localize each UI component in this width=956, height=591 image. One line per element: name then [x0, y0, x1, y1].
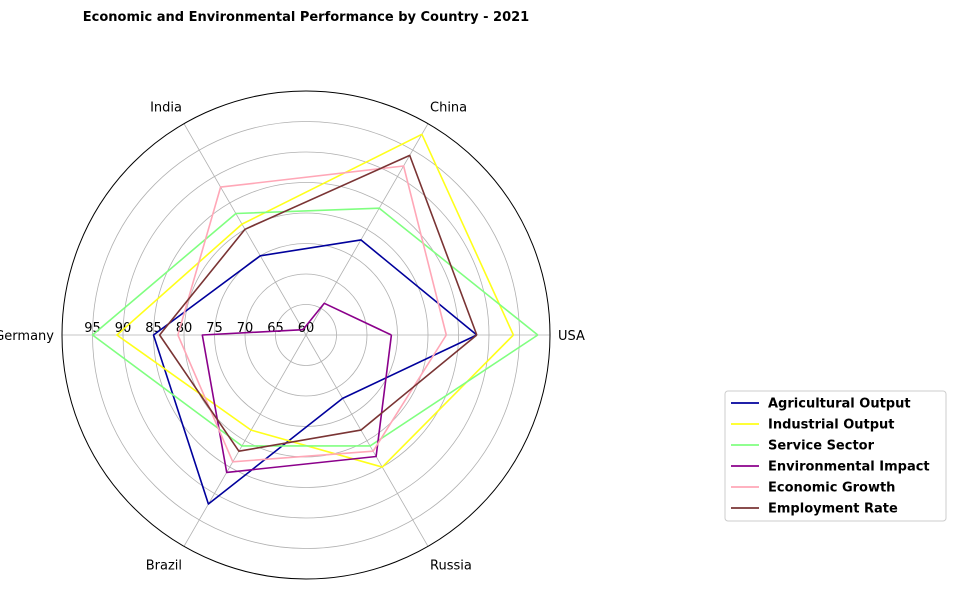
- r-tick-label: 60: [298, 321, 315, 336]
- legend-label: Environmental Impact: [768, 460, 930, 475]
- series-industrial-output: [116, 133, 515, 468]
- category-label-russia: Russia: [430, 559, 472, 574]
- series-agricultural-output: [152, 239, 478, 505]
- legend: Agricultural Output Industrial Output Serv…: [724, 390, 947, 522]
- legend-label: Industrial Output: [768, 418, 895, 433]
- r-tick-label: 75: [206, 321, 223, 336]
- series-economic-growth: [177, 165, 448, 463]
- category-label-china: China: [430, 100, 467, 115]
- grid-spoke: [183, 334, 307, 547]
- category-label-india: India: [150, 100, 182, 115]
- r-tick-label: 95: [84, 321, 101, 336]
- legend-label: Agricultural Output: [768, 397, 911, 412]
- grid-spoke: [305, 123, 429, 336]
- r-tick-label: 80: [176, 321, 193, 336]
- legend-label: Service Sector: [768, 439, 875, 454]
- series-environmental-impact: [201, 302, 393, 474]
- r-tick-label: 85: [145, 321, 162, 336]
- series-service-sector: [91, 207, 539, 447]
- category-labels: USA China India Germany Brazil Russia: [0, 100, 585, 573]
- polar-frame: [61, 90, 551, 580]
- chart-title: Economic and Environmental Performance b…: [83, 10, 529, 25]
- category-label-brazil: Brazil: [146, 559, 182, 574]
- category-label-germany: Germany: [0, 329, 54, 344]
- legend-frame: [724, 390, 947, 522]
- legend-items: Agricultural Output Industrial Output Serv…: [731, 397, 930, 517]
- series-lines: [91, 133, 539, 505]
- legend-label: Economic Growth: [768, 481, 895, 496]
- r-tick-label: 65: [267, 321, 284, 336]
- series-employment-rate: [158, 154, 478, 453]
- category-label-usa: USA: [558, 329, 585, 344]
- grid-spoke: [305, 334, 429, 547]
- legend-label: Employment Rate: [768, 502, 898, 517]
